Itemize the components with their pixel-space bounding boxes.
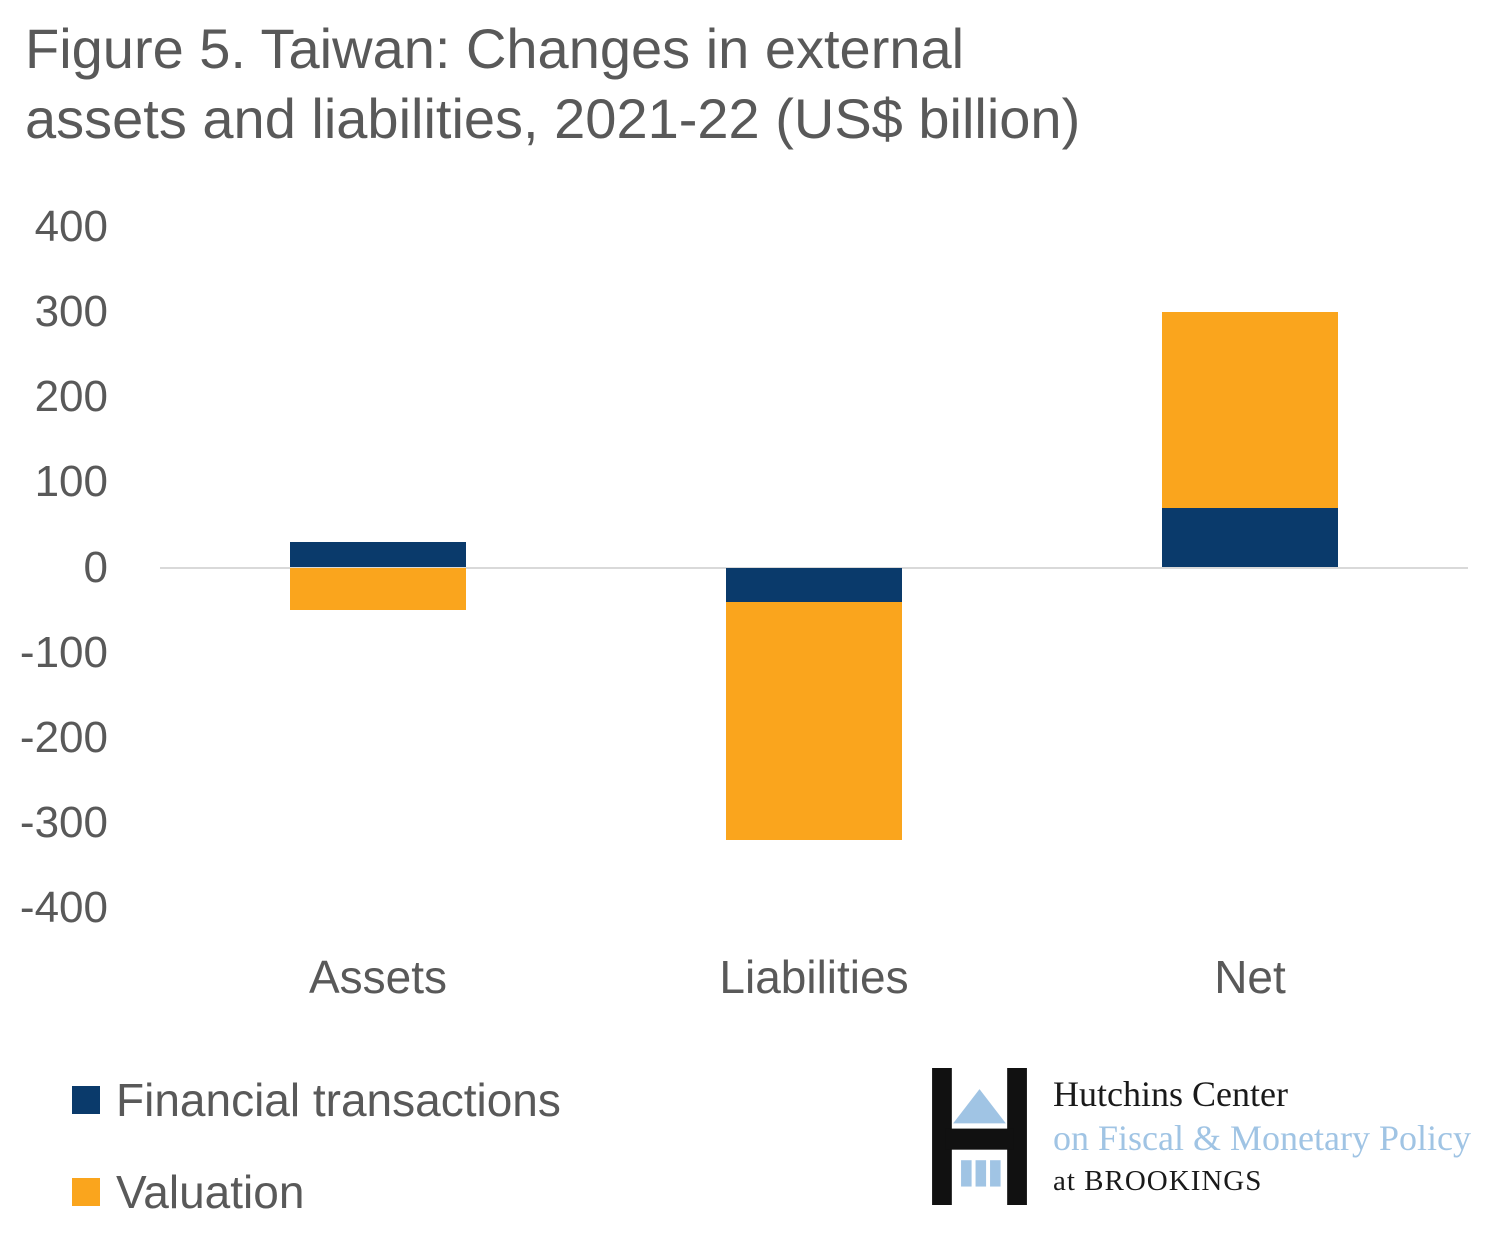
y-axis: 400 300 200 100 0 -100 -200 -300 -400 (0, 0, 108, 1000)
y-tick-label: 300 (34, 287, 108, 337)
x-category-label: Net (1214, 951, 1286, 1003)
bar-segment-liabilities (726, 601, 902, 840)
x-category-label: Assets (308, 951, 448, 1003)
y-tick-label: -200 (19, 712, 108, 762)
hutchins-logo: Hutchins Center on Fiscal & Monetary Pol… (932, 1068, 1471, 1205)
bar-segment-net (1162, 312, 1338, 508)
legend-label: Financial transactions (116, 1074, 561, 1126)
legend-item: Valuation (72, 1164, 561, 1220)
y-tick-label: 200 (34, 372, 108, 422)
bar-segment-liabilities (726, 567, 902, 602)
legend-swatch-icon (72, 1178, 100, 1206)
y-tick-label: 400 (34, 202, 108, 251)
logo-line-center: Hutchins Center (1053, 1073, 1288, 1114)
y-tick-label: 100 (34, 457, 108, 507)
plot-area (160, 312, 1468, 840)
legend-swatch-icon (72, 1086, 100, 1114)
chart-title-line1: Figure 5. Taiwan: Changes in external (25, 17, 965, 80)
legend-label: Valuation (116, 1166, 305, 1218)
bar-segment-net (1162, 507, 1338, 568)
hutchins-h-icon (932, 1068, 1027, 1205)
logo-line-policy: on Fiscal & Monetary Policy (1053, 1117, 1471, 1158)
y-tick-label: -400 (19, 883, 108, 932)
y-tick-label: 0 (83, 542, 108, 592)
bar-segment-assets (290, 541, 466, 568)
legend: Financial transactions Valuation (72, 1072, 561, 1256)
chart-title-line2: assets and liabilities, 2021-22 (US$ bil… (25, 87, 1081, 150)
y-tick-label: -300 (19, 797, 108, 847)
hutchins-logo-text: Hutchins Center on Fiscal & Monetary Pol… (1053, 1072, 1471, 1202)
bar-segment-assets (290, 567, 466, 611)
x-category-label: Liabilities (719, 951, 909, 1003)
chart-title: Figure 5. Taiwan: Changes in external as… (25, 14, 1275, 154)
legend-item: Financial transactions (72, 1072, 561, 1128)
y-tick-label: -100 (19, 627, 108, 677)
logo-line-brookings: at BROOKINGS (1053, 1164, 1263, 1197)
